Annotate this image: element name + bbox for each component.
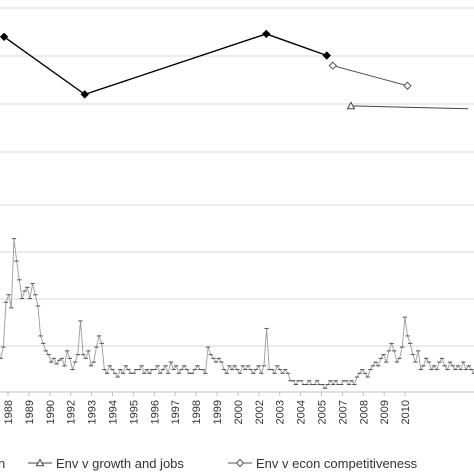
series-line-2 — [332, 65, 408, 87]
x-tick-label: 1995 — [128, 400, 140, 424]
data-point — [262, 29, 271, 39]
x-tick-label: 2005 — [317, 400, 329, 424]
x-tick-label: 2010 — [400, 400, 412, 424]
legend-label: Env v econ competitiveness — [256, 456, 418, 471]
x-tick-label: 2009 — [379, 400, 391, 424]
x-tick-label: 2002 — [254, 400, 266, 424]
x-tick-label: 1989 — [24, 400, 36, 424]
x-tick-label: 1993 — [87, 400, 99, 424]
x-tick-label: 1998 — [191, 400, 203, 424]
series-line-1 — [3, 33, 328, 96]
legend-marker — [35, 458, 45, 467]
series-line-3 — [350, 105, 468, 110]
data-point — [322, 51, 331, 60]
data-point — [403, 81, 412, 90]
x-tick-label: 2003 — [275, 400, 287, 424]
x-tick-label: 1990 — [45, 400, 57, 424]
legend: n Env v growth and jobs Env v econ competi… — [0, 456, 418, 471]
lower-panel — [0, 238, 474, 390]
x-tick-label: 1997 — [170, 400, 182, 424]
x-tick-label: 1996 — [149, 400, 161, 424]
legend-label: Env v growth and jobs — [56, 456, 184, 471]
gridlines — [0, 7, 474, 347]
x-tick-label: 2004 — [296, 400, 308, 424]
series-line-lower — [0, 238, 474, 390]
data-point — [0, 32, 9, 42]
data-point — [80, 90, 89, 99]
legend-marker — [235, 458, 245, 468]
x-axis: 1988 1989 1990 1992 1993 1994 1995 1996 1997 1998… — [0, 391, 474, 424]
x-tick-label: 1988 — [3, 400, 15, 424]
data-point — [346, 101, 356, 110]
x-tick-label: 2008 — [358, 400, 370, 424]
legend-label: n — [0, 456, 5, 471]
x-tick-label: 2007 — [337, 400, 349, 424]
upper-panel — [0, 29, 468, 110]
x-tick-label: 1994 — [108, 400, 120, 424]
x-tick-label: 2000 — [233, 400, 245, 424]
data-point — [328, 61, 338, 70]
x-tick-label: 1999 — [212, 400, 224, 424]
x-tick-label: 1992 — [66, 400, 78, 424]
